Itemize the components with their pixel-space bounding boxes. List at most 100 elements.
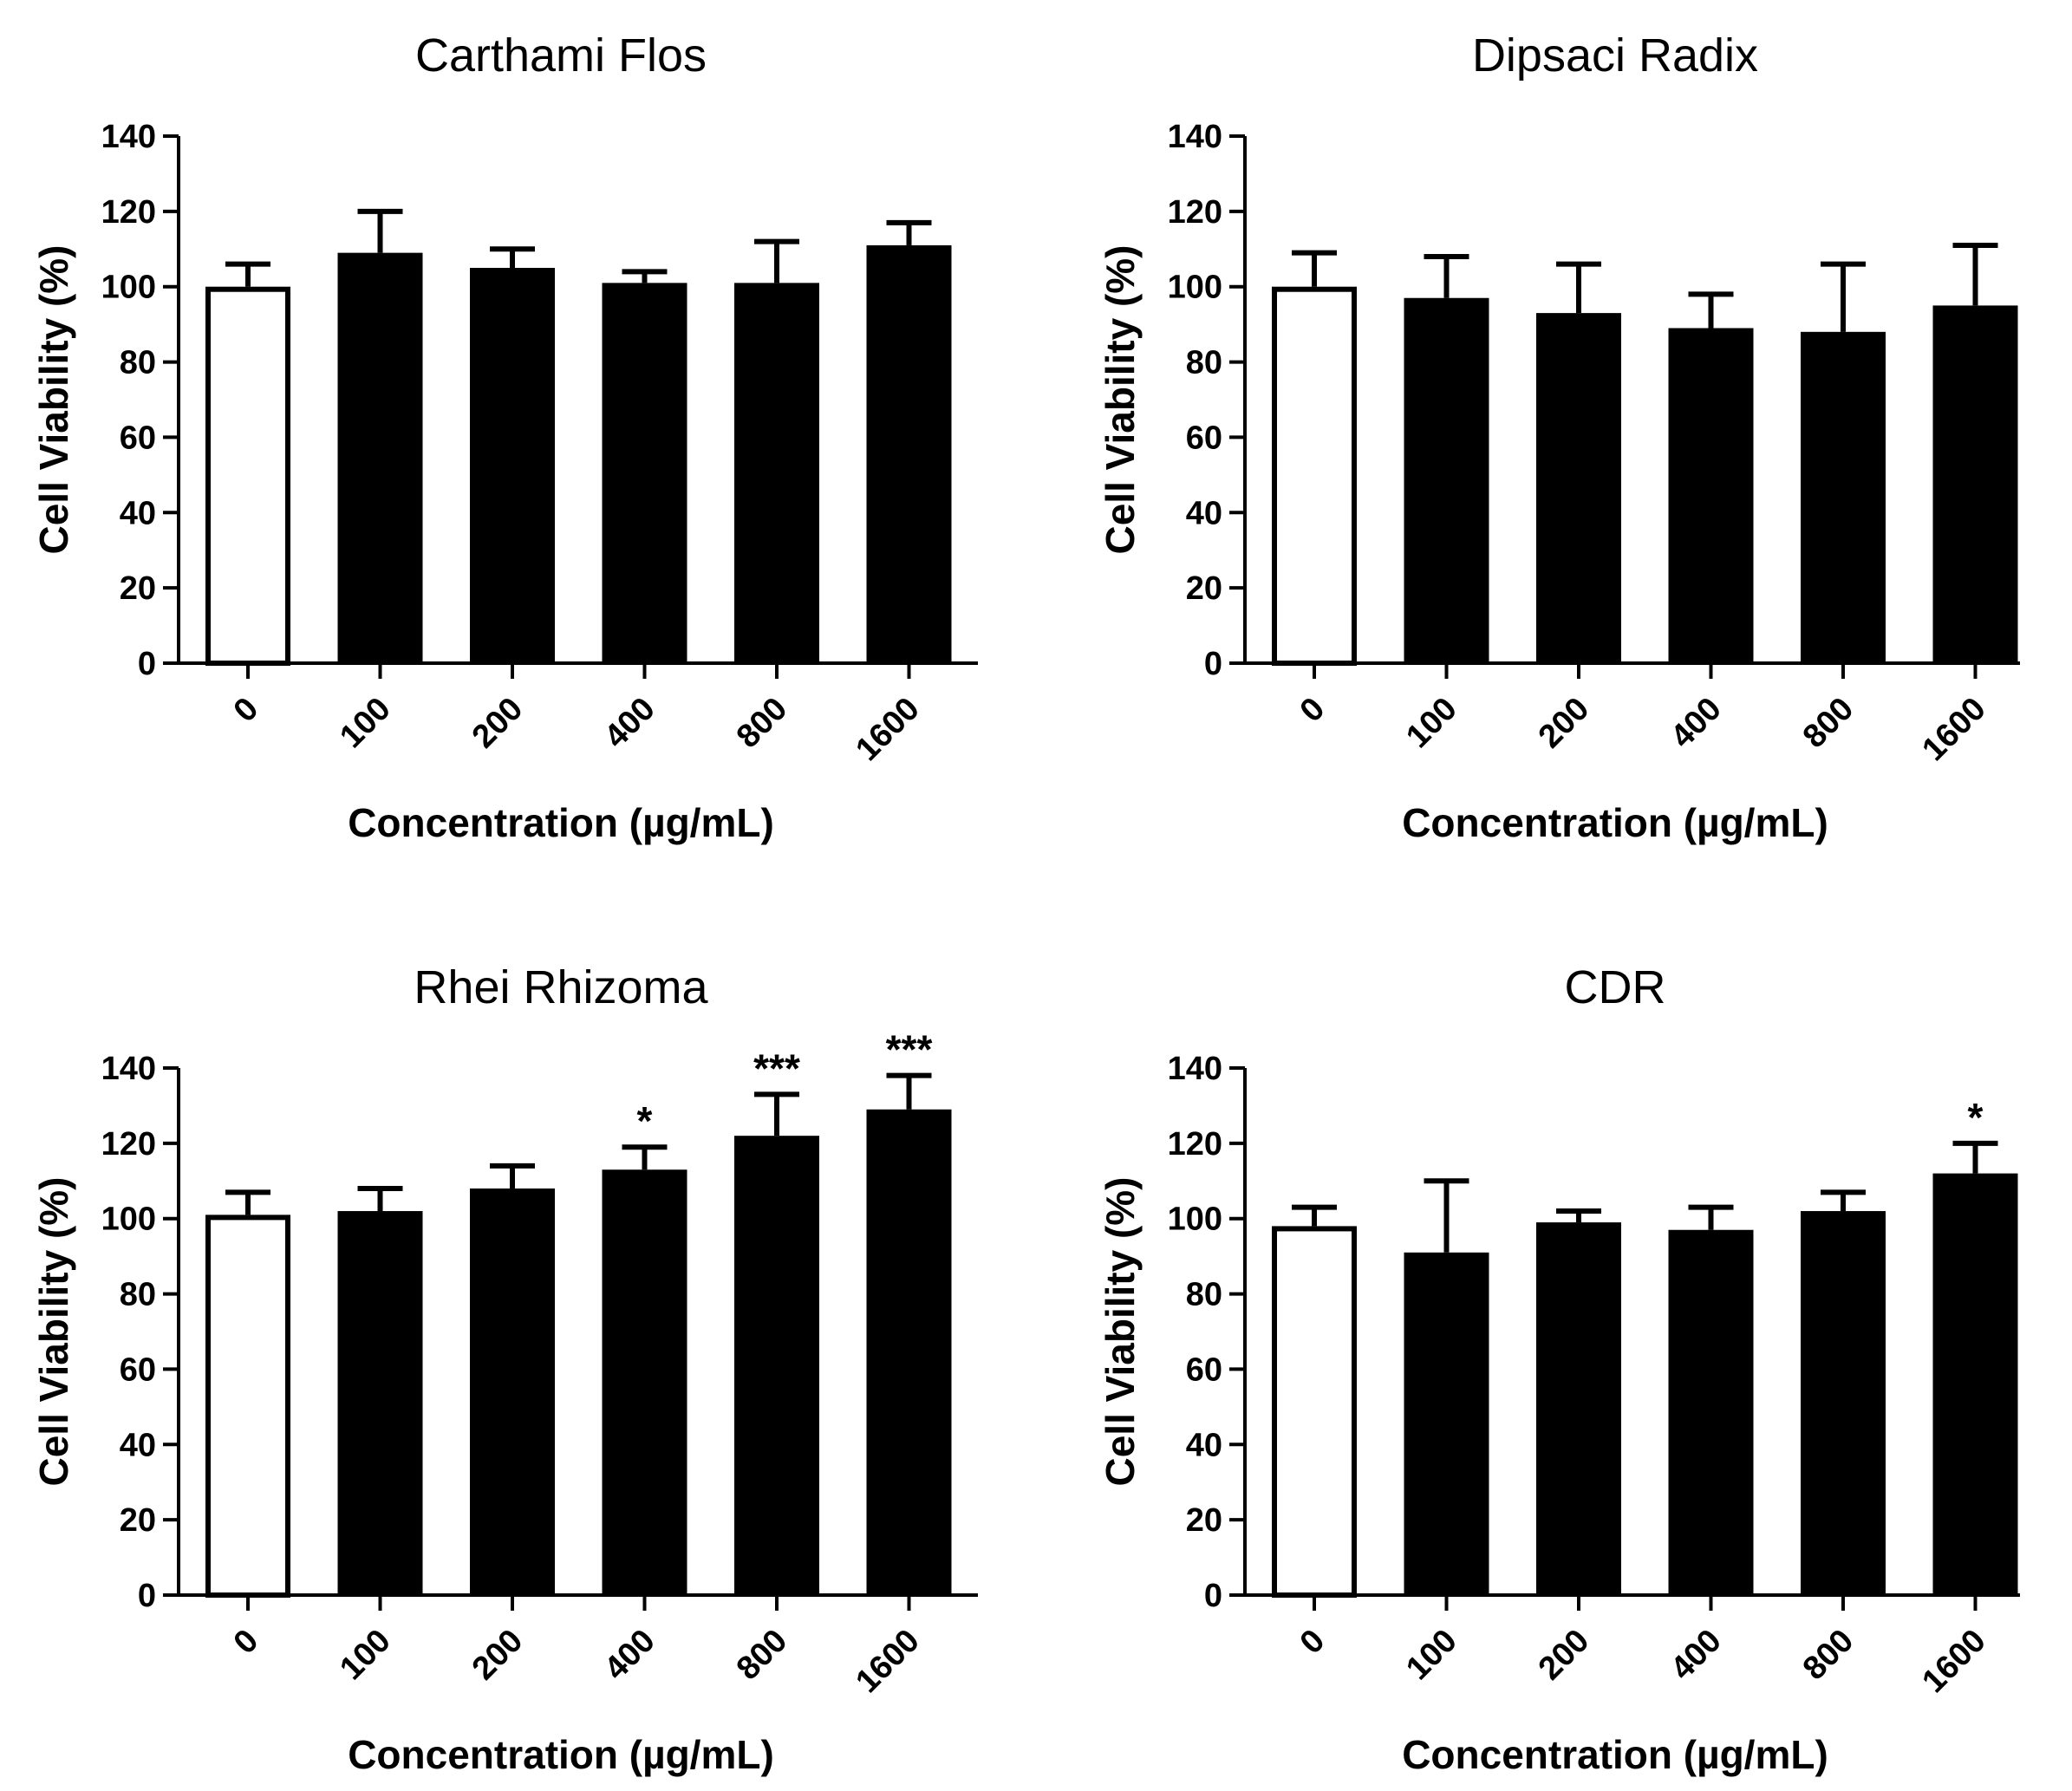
x-tick-label: 0 [1293, 1623, 1332, 1662]
y-tick-label: 120 [1168, 1126, 1222, 1163]
x-tick-label: 200 [466, 691, 531, 756]
bar-200 [1536, 1222, 1621, 1595]
y-tick-label: 40 [1186, 1427, 1222, 1463]
x-tick-label: 1600 [1915, 691, 1992, 768]
y-tick-label: 0 [1204, 646, 1222, 682]
chart-title: Dipsaci Radix [1472, 29, 1758, 81]
y-tick-label: 140 [1168, 1051, 1222, 1087]
chart-panel-carthami-flos: Carthami Flos 0 20 40 60 80 100 120 140 Cell Viab… [31, 29, 978, 845]
x-axis-label: Concentration (µg/mL) [348, 800, 774, 845]
bar-100 [337, 1211, 423, 1595]
x-tick-label: 400 [1664, 1623, 1729, 1688]
significance-marker: *** [753, 1045, 800, 1091]
chart-panel-cdr: CDR 0 20 40 60 80 100 120 140 Cell Viability (%) 0… [1098, 961, 2020, 1777]
x-tick-label: 100 [333, 691, 398, 756]
x-tick-label: 400 [597, 691, 662, 756]
bar-0 [1272, 286, 1357, 666]
bar-100 [337, 252, 423, 663]
y-tick-label: 20 [1186, 1502, 1222, 1539]
y-tick-label: 20 [1186, 570, 1222, 607]
y-tick-label: 80 [1186, 1277, 1222, 1313]
chart-title: CDR [1565, 961, 1666, 1013]
y-tick-label: 60 [120, 1351, 156, 1388]
y-tick-label: 120 [101, 194, 156, 231]
y-tick-label: 40 [120, 1427, 156, 1463]
chart-panel-rhei-rhizoma: Rhei Rhizoma 0 20 40 60 80 100 120 140 Cell Viabi… [31, 961, 978, 1777]
y-tick-label: 120 [1168, 194, 1222, 231]
y-tick-label: 140 [101, 119, 156, 155]
y-tick-label: 40 [120, 495, 156, 531]
x-tick-label: 800 [730, 691, 795, 756]
x-tick-label: 400 [597, 1623, 662, 1688]
x-tick-label: 400 [1664, 691, 1729, 756]
y-tick-label: 80 [120, 1277, 156, 1313]
x-tick-label: 200 [466, 1623, 531, 1688]
y-tick-label: 40 [1186, 495, 1222, 531]
y-tick-label: 60 [1186, 1351, 1222, 1388]
significance-marker: * [637, 1098, 653, 1143]
y-tick-label: 100 [101, 1202, 156, 1238]
bar-0 [205, 286, 290, 666]
y-tick-label: 120 [101, 1126, 156, 1163]
chart-panel-dipsaci-radix: Dipsaci Radix 0 20 40 60 80 100 120 140 Cell Viab… [1098, 29, 2020, 845]
bar-1600 [866, 1109, 952, 1595]
x-tick-label: 200 [1532, 691, 1597, 756]
x-tick-label: 800 [730, 1623, 795, 1688]
y-tick-label: 80 [1186, 345, 1222, 381]
x-tick-label: 800 [1796, 691, 1861, 756]
y-tick-label: 0 [1204, 1578, 1222, 1614]
chart-title: Carthami Flos [415, 29, 707, 81]
significance-marker: * [1968, 1095, 1984, 1140]
bar-0 [1272, 1226, 1357, 1598]
bar-1600 [1932, 1173, 2018, 1595]
y-tick-label: 140 [101, 1051, 156, 1087]
x-tick-label: 0 [227, 1623, 266, 1662]
x-tick-label: 1600 [849, 1623, 926, 1700]
y-tick-label: 20 [120, 1502, 156, 1539]
y-tick-label: 80 [120, 345, 156, 381]
x-axis-label: Concentration (µg/mL) [1402, 1732, 1828, 1777]
bar-200 [470, 268, 555, 663]
y-axis-label: Cell Viability (%) [31, 1176, 76, 1486]
x-tick-label: 100 [333, 1623, 398, 1688]
bar-1600 [866, 244, 952, 663]
y-tick-label: 100 [101, 270, 156, 306]
y-axis-label: Cell Viability (%) [1098, 244, 1143, 554]
x-tick-label: 1600 [1915, 1623, 1992, 1700]
bar-400 [1668, 328, 1754, 663]
x-tick-label: 100 [1399, 691, 1464, 756]
x-tick-label: 200 [1532, 1623, 1597, 1688]
chart-title: Rhei Rhizoma [414, 961, 708, 1013]
bar-800 [734, 283, 819, 663]
bar-800 [1801, 331, 1886, 663]
bar-100 [1404, 1252, 1489, 1595]
x-tick-label: 800 [1796, 1623, 1861, 1688]
significance-marker: *** [886, 1027, 933, 1072]
bar-800 [1801, 1211, 1886, 1595]
y-axis-label: Cell Viability (%) [31, 244, 76, 554]
x-tick-label: 0 [1293, 691, 1332, 730]
y-tick-label: 100 [1168, 1202, 1222, 1238]
y-tick-label: 60 [120, 420, 156, 456]
y-tick-label: 0 [138, 1578, 156, 1614]
x-axis-label: Concentration (µg/mL) [348, 1732, 774, 1777]
bar-200 [1536, 313, 1621, 663]
y-tick-label: 60 [1186, 420, 1222, 456]
bar-400 [602, 1169, 687, 1595]
y-tick-label: 20 [120, 570, 156, 607]
y-tick-label: 100 [1168, 270, 1222, 306]
y-axis-label: Cell Viability (%) [1098, 1176, 1143, 1486]
x-tick-label: 0 [227, 691, 266, 730]
bar-200 [470, 1188, 555, 1595]
bar-800 [734, 1136, 819, 1595]
x-tick-label: 100 [1399, 1623, 1464, 1688]
bar-400 [602, 283, 687, 663]
bar-1600 [1932, 305, 2018, 663]
y-tick-label: 140 [1168, 119, 1222, 155]
bar-0 [205, 1215, 290, 1598]
x-tick-label: 1600 [849, 691, 926, 768]
y-tick-label: 0 [138, 646, 156, 682]
bar-400 [1668, 1229, 1754, 1595]
x-axis-label: Concentration (µg/mL) [1402, 800, 1828, 845]
